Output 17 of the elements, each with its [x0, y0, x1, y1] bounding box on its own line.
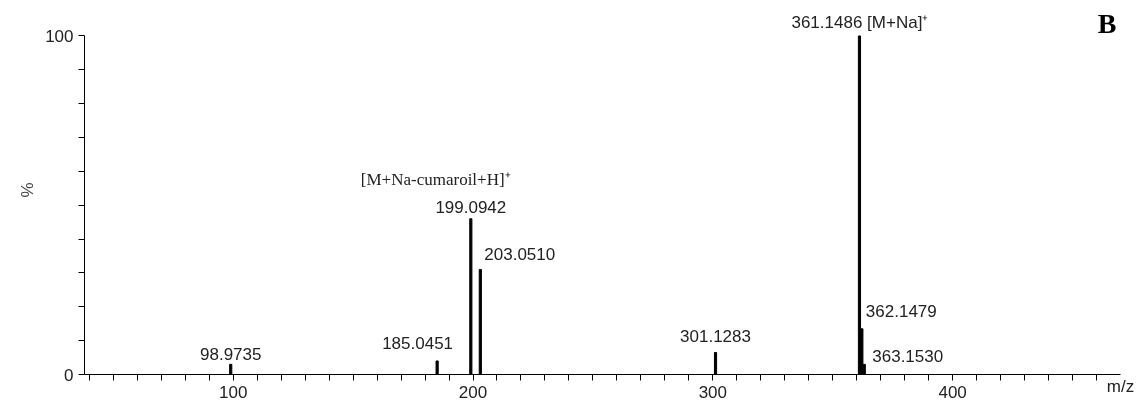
annotation: 301.1283 — [680, 327, 751, 347]
annotation: 199.0942 — [435, 197, 507, 217]
annotation: B — [1097, 7, 1117, 39]
y-axis-title: % — [18, 182, 38, 198]
x-tick-label: 300 — [698, 382, 728, 402]
annotation: [M+Na-cumaroil+H]⁺ — [360, 169, 511, 189]
annotation: 98.9735 — [200, 345, 262, 365]
x-tick-label: 100 — [219, 382, 248, 402]
annotation: 361.1486 [M+Na]⁺ — [791, 12, 929, 32]
x-axis-title: m/z — [1106, 376, 1135, 396]
x-tick-label: 200 — [458, 382, 488, 402]
y-tick-label: 0 — [64, 365, 74, 385]
annotation: 185.0451 — [382, 333, 454, 353]
annotation: 203.0510 — [484, 244, 556, 264]
annotation: 363.1530 — [872, 347, 944, 367]
annotation: 362.1479 — [865, 301, 937, 321]
x-tick-label: 400 — [938, 382, 967, 402]
